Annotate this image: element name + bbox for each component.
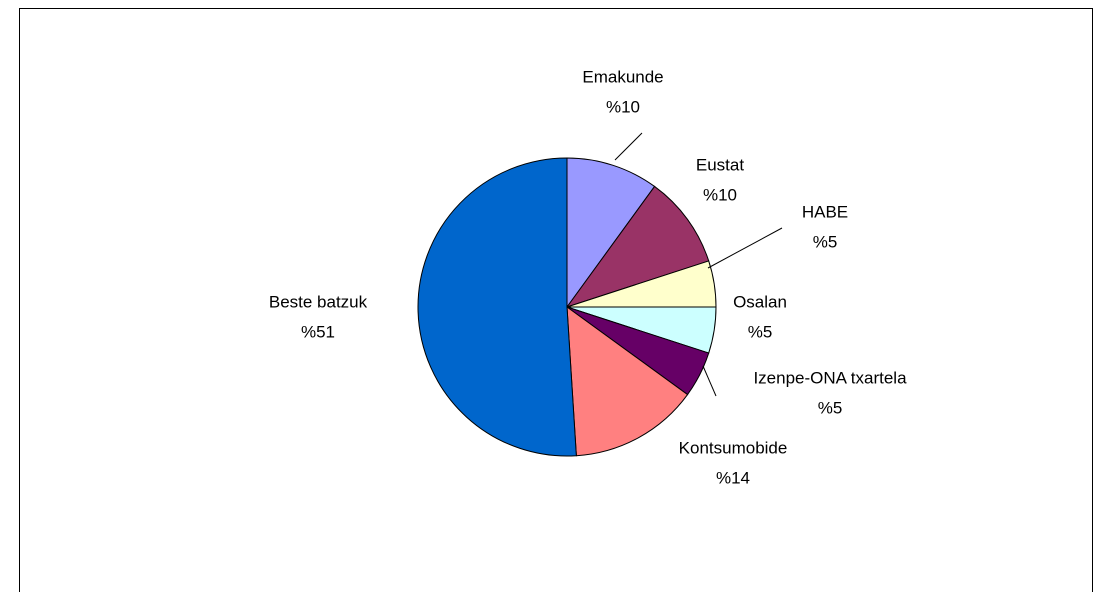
slice-value-label: %5 bbox=[818, 398, 843, 417]
slice-value-label: %51 bbox=[301, 322, 335, 341]
slice-value-label: %10 bbox=[703, 185, 737, 204]
slice-label: Beste batzuk bbox=[269, 292, 368, 311]
pie-slice bbox=[417, 157, 577, 457]
leader-line bbox=[702, 365, 717, 397]
slice-label: HABE bbox=[802, 202, 848, 221]
slice-label: Eustat bbox=[696, 155, 744, 174]
slice-value-label: %5 bbox=[813, 232, 838, 251]
slice-value-label: %5 bbox=[748, 322, 773, 341]
pie-slice bbox=[566, 157, 656, 309]
leader-line bbox=[614, 132, 643, 161]
leader-line bbox=[707, 227, 783, 269]
pie-slice bbox=[566, 305, 689, 457]
slice-label: Kontsumobide bbox=[679, 438, 788, 457]
slice-value-label: %10 bbox=[606, 97, 640, 116]
slice-label: Emakunde bbox=[582, 67, 663, 86]
pie-slice bbox=[565, 185, 710, 308]
slice-value-label: %14 bbox=[716, 468, 750, 487]
slice-label: Osalan bbox=[733, 292, 787, 311]
slice-label: Izenpe-ONA txartela bbox=[753, 368, 907, 387]
